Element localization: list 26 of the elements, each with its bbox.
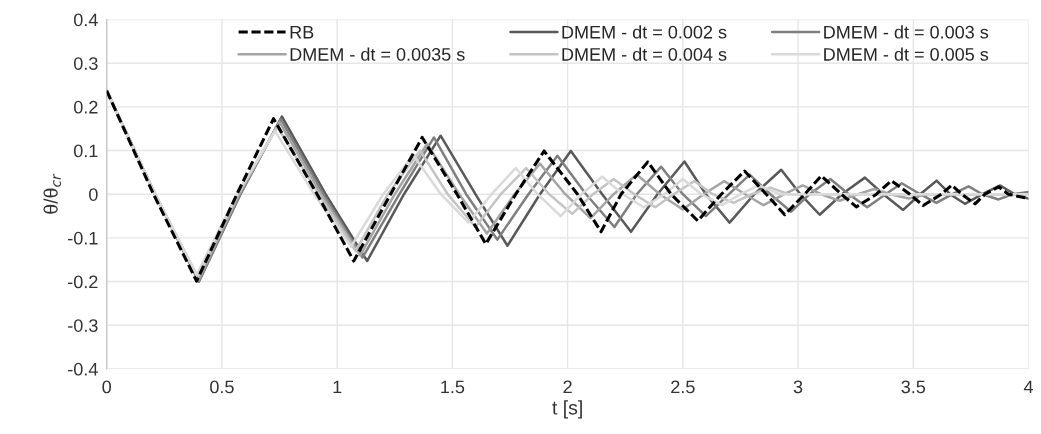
- x-tick-label: 2: [563, 380, 572, 394]
- x-tick-label: 4: [1023, 380, 1033, 394]
- y-tick-label: -0.3: [68, 319, 98, 332]
- x-tick-label: 1: [333, 380, 342, 394]
- y-tick-label: 0.1: [73, 144, 98, 158]
- y-tick-label: 0.3: [73, 57, 98, 70]
- y-axis-title: θ/θ$_{cr}$: [43, 173, 61, 214]
- legend-label: DMEM - dt = 0.004 s: [562, 47, 727, 61]
- y-tick-label: 0.2: [73, 100, 98, 114]
- legend-label: DMEM - dt = 0.002 s: [562, 25, 727, 39]
- y-tick-label: 0: [89, 188, 98, 201]
- x-tick-label: 0.5: [210, 380, 234, 394]
- x-axis-title: t [s]: [552, 400, 582, 419]
- x-tick-label: 3.5: [901, 380, 926, 394]
- x-tick-label: 1.5: [441, 380, 465, 394]
- x-tick-label: 0: [102, 380, 112, 394]
- x-tick-label: 2.5: [671, 380, 695, 394]
- x-tick-label: 3: [793, 380, 803, 394]
- legend-label: DMEM - dt = 0.003 s: [824, 25, 989, 39]
- y-tick-label: -0.1: [68, 231, 98, 245]
- y-tick-label: 0.4: [73, 13, 98, 27]
- legend-label: RB: [290, 25, 314, 39]
- y-tick-label: -0.4: [68, 362, 98, 376]
- legend-label: DMEM - dt = 0.0035 s: [290, 47, 465, 61]
- y-tick-label: -0.2: [68, 275, 98, 289]
- legend-label: DMEM - dt = 0.005 s: [824, 47, 989, 61]
